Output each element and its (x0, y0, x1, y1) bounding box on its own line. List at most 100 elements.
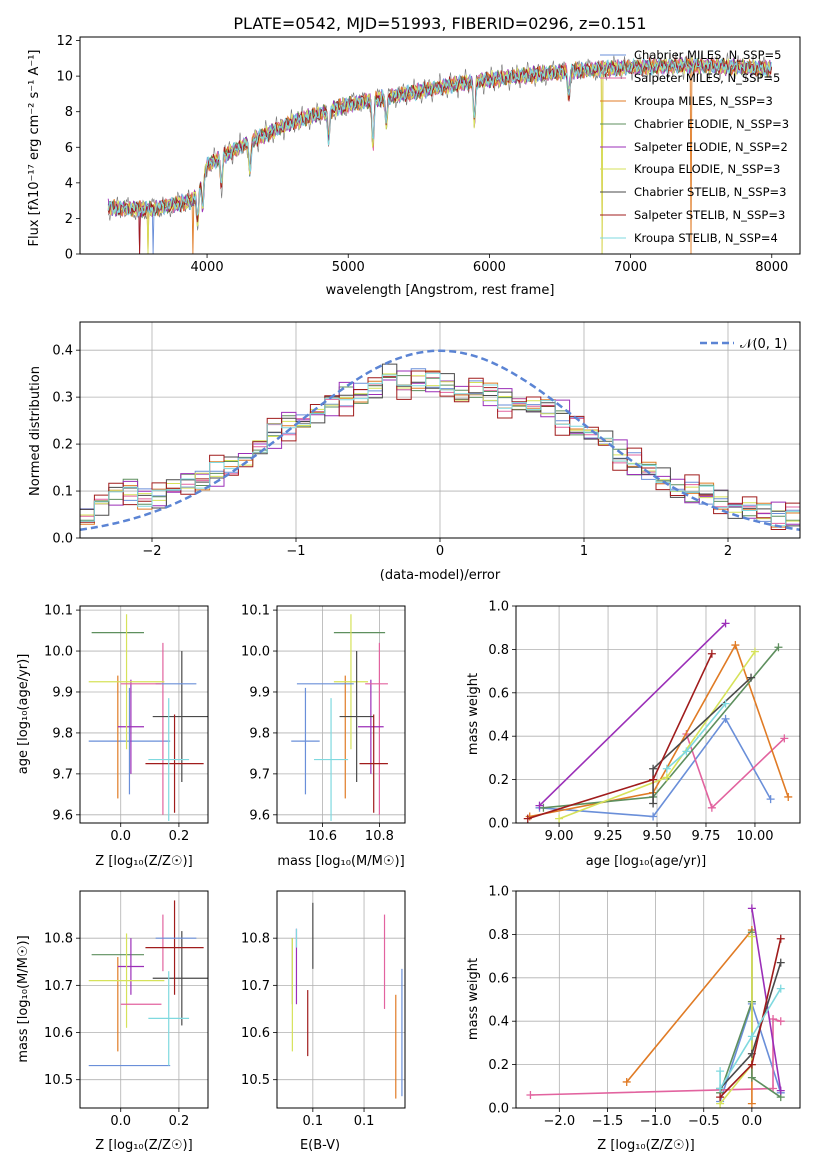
weight-marker (780, 734, 789, 743)
weight-marker (747, 904, 756, 913)
x-tick-label: −0.5 (688, 1114, 720, 1129)
weight-vs-z-xlabel: Z [log₁₀(Z/Z☉)] (597, 1138, 694, 1153)
y-tick-label: 0.6 (488, 971, 509, 986)
legend-label: Salpeter ELODIE, N_SSP=2 (634, 140, 788, 154)
axes-frame (276, 890, 406, 1109)
x-tick-label: 6000 (473, 260, 506, 275)
data-point (359, 714, 388, 813)
y-tick-label: 10.7 (44, 979, 73, 994)
x-tick-label: −1 (286, 544, 305, 559)
axes-frame (79, 321, 801, 539)
weight-series-line (719, 932, 782, 1098)
weight-marker (747, 1032, 756, 1041)
data-point (88, 614, 165, 750)
data-point (145, 900, 204, 995)
y-tick-label: 8 (65, 105, 73, 120)
y-tick-label: 0.4 (488, 730, 509, 745)
weight-vs-age-xlabel: age [log₁₀(age/yr)] (586, 854, 707, 869)
age-vs-mass-xlabel: mass [log₁₀(M/M☉)] (277, 854, 404, 869)
weight-marker (649, 799, 658, 808)
legend-entry: Chabrier STELIB, N_SSP=3 (600, 185, 786, 199)
weight-marker (776, 958, 785, 967)
y-tick-label: 2 (65, 212, 73, 227)
legend-label: Chabrier STELIB, N_SSP=3 (634, 185, 786, 199)
legend-entry: Salpeter STELIB, N_SSP=3 (600, 208, 785, 222)
histogram-ylabel: Normed distribution (28, 366, 43, 496)
weight-marker (721, 619, 730, 628)
weight-marker (716, 1067, 725, 1076)
axes-frame (79, 605, 209, 824)
weight-marker (649, 812, 658, 821)
figure-title: PLATE=0542, MJD=51993, FIBERID=0296, z=0… (233, 14, 646, 33)
weight-marker (526, 1090, 535, 1099)
y-tick-label: 10.1 (241, 604, 270, 619)
x-tick-label: 0.1 (302, 1114, 323, 1129)
weight-vs-z-ylabel: mass weight (466, 958, 481, 1040)
legend-label: Kroupa MILES, N_SSP=3 (634, 94, 773, 108)
mass-vs-z-xlabel: Z [log₁₀(Z/Z☉)] (95, 1138, 192, 1153)
data-point (117, 679, 144, 774)
y-tick-label: 0.4 (52, 344, 73, 359)
spectrum-series (107, 56, 772, 254)
weight-lines (523, 619, 793, 823)
y-tick-label: 0.2 (52, 438, 73, 453)
age-vs-z-ylabel: age [log₁₀(age/yr)] (16, 654, 31, 775)
histogram-legend: 𝒩(0, 1) (700, 337, 787, 352)
x-tick-label: 10.00 (736, 829, 773, 844)
x-tick-label: 0.0 (742, 1114, 763, 1129)
y-tick-label: 9.7 (249, 767, 270, 782)
legend-entry: Salpeter MILES, N_SSP=5 (600, 71, 780, 85)
y-tick-label: 9.7 (52, 767, 73, 782)
spectrum-series (107, 57, 772, 217)
weight-marker (716, 1093, 725, 1102)
spectrum-xlabel: wavelength [Angstrom, rest frame] (326, 283, 555, 298)
y-tick-label: 1.0 (488, 885, 509, 900)
y-tick-label: 9.8 (52, 726, 73, 741)
y-tick-label: 10.8 (241, 932, 270, 947)
x-tick-label: 0.2 (169, 1114, 190, 1129)
legend-label: Salpeter STELIB, N_SSP=3 (634, 208, 785, 222)
weight-series-line (530, 1017, 781, 1096)
histogram-steps (80, 349, 800, 532)
y-tick-label: 4 (65, 176, 73, 191)
mass-vs-ebv-plot-area: 0.1 0.1 10.5 10.6 10.7 10.8 (241, 890, 406, 1129)
x-tick-label: 9.25 (594, 829, 623, 844)
axes-frame (276, 605, 406, 824)
weight-marker (535, 801, 544, 810)
weight-marker (776, 984, 785, 993)
weight-marker (784, 792, 793, 801)
x-tick-label: −2.0 (544, 1114, 576, 1129)
x-tick-label: 5000 (332, 260, 365, 275)
x-tick-label: 10.8 (365, 829, 394, 844)
x-tick-label: 10.6 (308, 829, 337, 844)
weight-marker (523, 814, 532, 823)
weight-marker (747, 673, 756, 682)
legend-entry: Chabrier ELODIE, N_SSP=3 (600, 117, 789, 131)
y-tick-label: 10.7 (241, 979, 270, 994)
mass-vs-z-panel: 0.0 0.2 10.5 10.6 10.7 10.8 Z [log₁₀(Z/Z☉)] m… (16, 890, 209, 1153)
legend-entry: Kroupa ELODIE, N_SSP=3 (600, 162, 780, 176)
data-point (145, 714, 204, 813)
y-tick-label: 10.6 (241, 1026, 270, 1041)
errorbar-points (88, 900, 208, 1067)
axes-frame (515, 605, 801, 824)
weight-marker (662, 773, 671, 782)
y-tick-label: 0.3 (52, 391, 73, 406)
weight-series-line (719, 988, 782, 1092)
weight-marker (769, 1015, 778, 1024)
legend-entry: Kroupa MILES, N_SSP=3 (600, 94, 773, 108)
y-tick-label: 9.9 (52, 685, 73, 700)
weight-marker (776, 1086, 785, 1095)
y-tick-label: 0.0 (52, 532, 73, 547)
weight-marker (721, 714, 730, 723)
y-tick-label: 10.0 (241, 645, 270, 660)
legend-entry: Salpeter ELODIE, N_SSP=2 (600, 140, 788, 154)
mass-vs-ebv-xlabel: E(B-V) (300, 1138, 340, 1153)
weight-lines (526, 904, 785, 1108)
age-vs-mass-plot-area: 10.6 10.8 9.6 9.7 9.8 9.9 10.0 10.1 (241, 604, 406, 844)
y-tick-label: 10.1 (44, 604, 73, 619)
weight-vs-z-panel: −2.0 −1.5 −1.0 −0.5 0.0 0.0 0.2 0.4 0.6 0.8 1.0 Z … (466, 885, 801, 1153)
y-tick-label: 9.6 (249, 808, 270, 823)
weight-vs-z-plot-area: −2.0 −1.5 −1.0 −0.5 0.0 0.0 0.2 0.4 0.6 0.8 1.0 (488, 885, 801, 1129)
